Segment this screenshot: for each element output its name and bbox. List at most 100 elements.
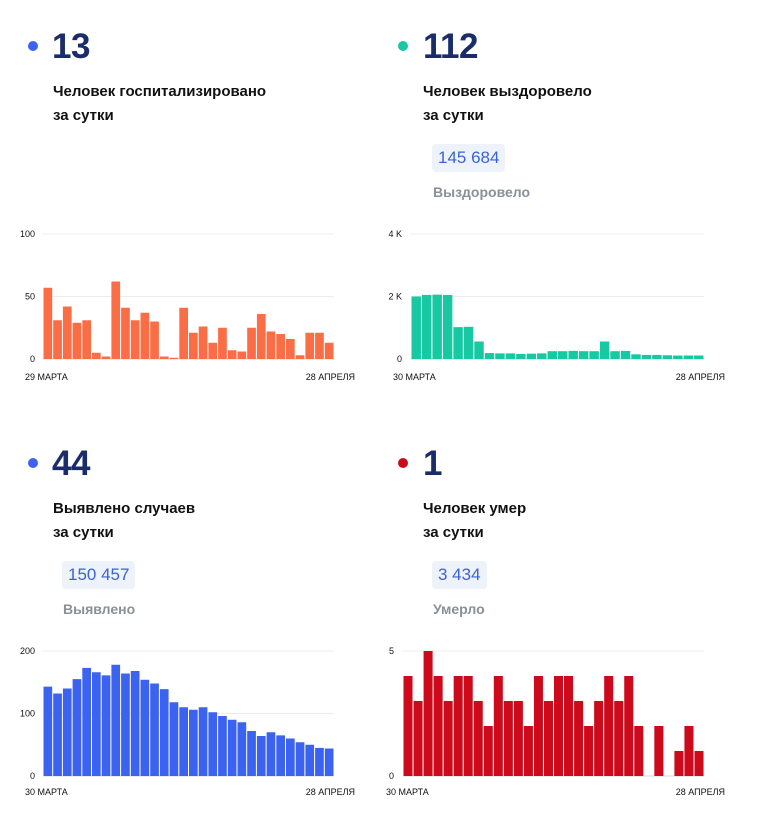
bar [537,353,547,360]
bar [92,672,101,776]
bar [594,701,604,776]
bar [453,327,463,360]
bar [584,726,594,776]
caption: Человек госпитализировано за сутки [53,80,266,128]
total-label: Умерло [433,601,485,617]
deaths-panel: 1 Человек умер за сутки 3 434 Умерло 0 5 3… [378,415,756,830]
bar [624,676,634,776]
y-tick-label: 5 [389,646,394,656]
bar [533,676,543,776]
bar [564,676,574,776]
bar [82,667,91,777]
bar [484,353,495,359]
bar [295,355,305,359]
bar [150,321,159,359]
x-end-label: 28 АПРЕЛЯ [306,372,355,382]
bar [574,701,584,776]
bar [315,332,324,359]
bar [266,331,276,359]
bar [683,355,694,359]
bar [641,354,652,359]
bar [189,332,198,359]
total-label: Выявлено [63,601,136,617]
bar [568,350,578,360]
bar [473,701,483,776]
bar [101,356,111,359]
total-label: Выздоровело [433,184,531,200]
y-tick-label: 4 K [388,229,402,239]
bar [324,748,334,776]
bar [516,354,526,359]
bar [237,722,247,776]
series-dot [28,41,38,51]
bar [111,281,121,359]
bar [604,676,614,776]
bar [423,651,433,776]
hospitalized-panel: 13 Человек госпитализировано за сутки 0 5… [0,0,378,415]
bar [53,693,62,776]
x-end-label: 28 АПРЕЛЯ [306,787,355,797]
caption-line-2: за сутки [53,107,114,124]
bar [315,747,324,777]
x-start-label: 30 МАРТА [386,787,429,797]
bar [493,676,503,776]
bar [92,352,101,359]
daily-number: 112 [423,27,478,66]
bar [208,342,218,359]
bar [130,320,140,359]
total-badge: 150 457 [62,561,136,589]
bar [614,701,624,776]
y-tick-label: 100 [20,709,35,719]
y-tick-label: 2 K [388,292,402,302]
bar [673,355,683,359]
bar [159,689,169,777]
recovered-chart: 0 2 K 4 K 30 МАРТА 28 АПРЕЛЯ [388,229,725,382]
bar [72,322,82,359]
y-tick-label: 50 [25,292,35,302]
caption-line-2: за сутки [423,524,484,541]
bar [227,350,237,359]
bar [43,686,53,777]
bar [634,726,644,776]
bar [159,356,169,359]
bar [111,664,121,776]
bar [324,342,334,359]
x-start-label: 30 МАРТА [25,787,68,797]
bar [179,307,188,359]
bar [169,702,179,776]
bar [578,351,589,359]
bar [652,354,662,359]
cases-chart: 0 100 200 30 МАРТА 28 АПРЕЛЯ [20,646,355,797]
y-tick-label: 200 [20,646,35,656]
bar [694,751,704,776]
bar [543,701,553,776]
bar [503,701,513,776]
bar [463,326,474,359]
bar [276,735,285,777]
bar [43,287,53,359]
bar [443,701,453,776]
bar [286,738,295,776]
bar [53,320,62,359]
daily-number: 13 [52,27,90,66]
bar [198,707,208,776]
bar [463,676,473,776]
bar [121,307,130,359]
caption-line-2: за сутки [53,524,114,541]
bar [140,679,150,776]
bar [150,683,159,776]
caption: Человек умер за сутки [423,497,526,545]
bar [256,314,266,359]
caption-line-1: Выявлено случаев [53,500,196,517]
bar [72,679,82,777]
bar [247,731,256,776]
bar [62,688,72,776]
caption-line-1: Человек госпитализировано [53,83,267,100]
caption-line-1: Человек выздоровело [423,83,592,100]
bar [474,341,484,359]
bar [237,351,247,359]
bar [495,353,505,360]
bar [305,332,315,359]
bar [589,351,599,359]
series-dot [28,458,38,468]
